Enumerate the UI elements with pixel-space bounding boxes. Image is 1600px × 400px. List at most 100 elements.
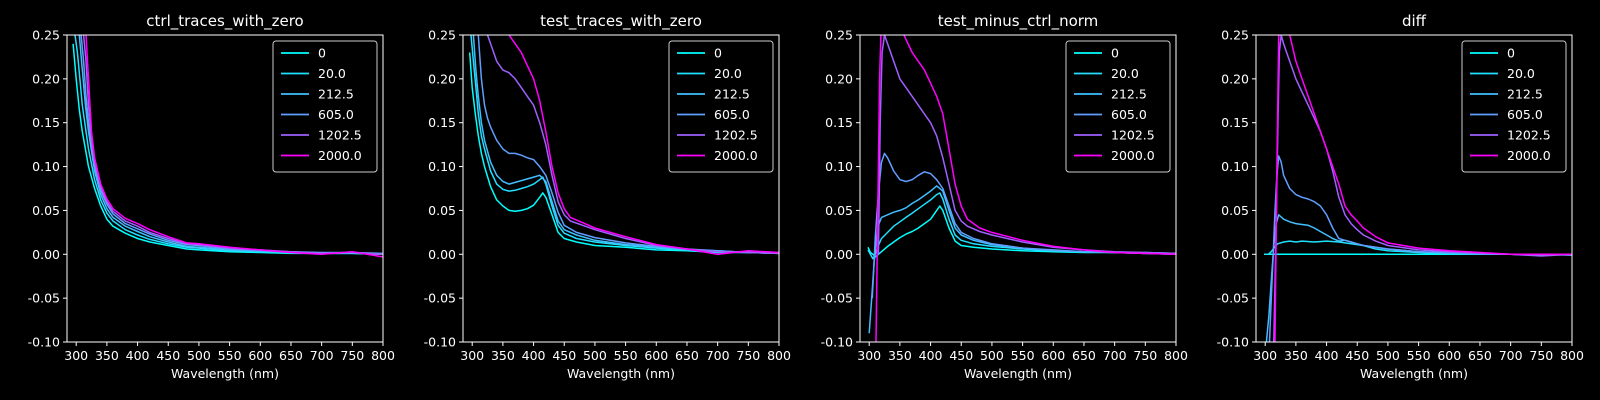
x-tick-label: 750 <box>1133 348 1157 363</box>
y-tick-label: 0.10 <box>428 159 456 174</box>
series-line-3 <box>1268 155 1572 342</box>
x-tick-label: 350 <box>95 348 119 363</box>
x-tick-label: 600 <box>644 348 668 363</box>
legend-label: 2000.0 <box>1111 148 1155 163</box>
x-tick-label: 300 <box>460 348 484 363</box>
y-tick-label: 0.00 <box>32 247 60 262</box>
chart-panel-2: 300 350 400 450 500 550 600 650 700 750 800 -0.10 -0… <box>821 12 1188 381</box>
y-tick-label: -0.05 <box>424 291 456 306</box>
y-tick-label: 0.05 <box>428 203 456 218</box>
x-axis-label: Wavelength (nm) <box>1360 366 1468 381</box>
y-tick-label: 0.00 <box>825 247 853 262</box>
x-axis-label: Wavelength (nm) <box>567 366 675 381</box>
plot-frame <box>66 34 384 343</box>
series-line-3 <box>477 35 779 255</box>
legend: 0 20.0 212.5 605.0 1202.5 2000.0 <box>1461 40 1567 173</box>
legend-label: 1202.5 <box>714 128 758 143</box>
x-tick-label: 700 <box>310 348 334 363</box>
series-line-0 <box>72 43 383 256</box>
chart-panel-3: 300 350 400 450 500 550 600 650 700 750 800 -0.10 -0… <box>1217 12 1584 381</box>
chart-title: test_minus_ctrl_norm <box>938 12 1099 31</box>
y-tick-label: 0.10 <box>825 159 853 174</box>
series-line-1 <box>470 35 779 255</box>
series-line-2 <box>868 185 1176 334</box>
x-tick-label: 650 <box>675 348 699 363</box>
x-tick-label: 450 <box>552 348 576 363</box>
x-tick-label: 800 <box>371 348 395 363</box>
legend-label: 212.5 <box>1111 87 1147 102</box>
x-tick-label: 800 <box>767 348 791 363</box>
chart-panel-0: 300 350 400 450 500 550 600 650 700 750 800 -0.10 -0… <box>28 12 395 381</box>
legend-label: 212.5 <box>318 87 354 102</box>
y-tick-label: -0.05 <box>28 291 60 306</box>
series-line-5 <box>508 35 779 256</box>
x-tick-label: 750 <box>340 348 364 363</box>
x-tick-label: 400 <box>1315 348 1339 363</box>
x-tick-label: 550 <box>1407 348 1431 363</box>
x-tick-label: 550 <box>218 348 242 363</box>
series-line-5 <box>1274 35 1572 342</box>
x-tick-label: 400 <box>522 348 546 363</box>
plot-frame <box>859 34 1177 343</box>
legend-label: 1202.5 <box>318 128 362 143</box>
legend-label: 212.5 <box>1507 87 1543 102</box>
y-tick-label: 0.15 <box>825 115 853 130</box>
series-line-2 <box>1265 214 1572 342</box>
y-tick-label: 0.15 <box>32 115 60 130</box>
x-tick-label: 600 <box>248 348 272 363</box>
y-tick-label: 0.25 <box>825 28 853 43</box>
y-tick-label: 0.25 <box>1221 28 1249 43</box>
x-tick-label: 800 <box>1560 348 1584 363</box>
legend-label: 212.5 <box>714 87 750 102</box>
y-tick-label: 0.15 <box>1221 115 1249 130</box>
x-tick-label: 650 <box>279 348 303 363</box>
legend-label: 605.0 <box>714 107 750 122</box>
series-line-2 <box>472 35 779 254</box>
x-tick-label: 750 <box>736 348 760 363</box>
legend-label: 0 <box>318 46 326 61</box>
series-line-0 <box>468 52 779 255</box>
x-tick-label: 300 <box>1253 348 1277 363</box>
x-tick-label: 400 <box>919 348 943 363</box>
plot-frame <box>1255 34 1573 343</box>
y-tick-label: -0.10 <box>821 335 853 350</box>
x-tick-label: 600 <box>1041 348 1065 363</box>
chart-title: diff <box>1402 12 1427 30</box>
legend-label: 20.0 <box>318 66 346 81</box>
x-tick-label: 750 <box>1529 348 1553 363</box>
y-tick-label: -0.10 <box>1217 335 1249 350</box>
chart-panel-1: 300 350 400 450 500 550 600 650 700 750 800 -0.10 -0… <box>424 12 791 381</box>
series-line-5 <box>85 35 383 258</box>
series-group <box>72 35 383 258</box>
legend-label: 605.0 <box>1111 107 1147 122</box>
x-tick-label: 550 <box>1011 348 1035 363</box>
y-tick-label: -0.05 <box>1217 291 1249 306</box>
series-line-0 <box>867 205 1176 258</box>
x-tick-label: 500 <box>187 348 211 363</box>
legend-label: 0 <box>1507 46 1515 61</box>
series-group <box>1264 35 1572 342</box>
y-tick-label: 0.05 <box>825 203 853 218</box>
series-line-3 <box>871 152 1176 299</box>
series-line-5 <box>875 35 1176 342</box>
x-tick-label: 400 <box>126 348 150 363</box>
y-tick-label: 0.20 <box>32 71 60 86</box>
legend: 0 20.0 212.5 605.0 1202.5 2000.0 <box>272 40 378 173</box>
y-tick-label: 0.05 <box>1221 203 1249 218</box>
x-tick-label: 300 <box>857 348 881 363</box>
legend-label: 2000.0 <box>318 148 362 163</box>
y-tick-label: 0.05 <box>32 203 60 218</box>
legend-label: 0 <box>714 46 722 61</box>
x-tick-label: 650 <box>1072 348 1096 363</box>
y-tick-label: -0.10 <box>424 335 456 350</box>
series-group <box>867 35 1176 342</box>
plot-frame <box>462 34 780 343</box>
y-tick-label: 0.20 <box>428 71 456 86</box>
legend-label: 1202.5 <box>1507 128 1551 143</box>
x-tick-label: 700 <box>1103 348 1127 363</box>
legend-label: 605.0 <box>318 107 354 122</box>
x-tick-label: 700 <box>1499 348 1523 363</box>
x-tick-label: 450 <box>156 348 180 363</box>
series-group <box>468 35 779 256</box>
